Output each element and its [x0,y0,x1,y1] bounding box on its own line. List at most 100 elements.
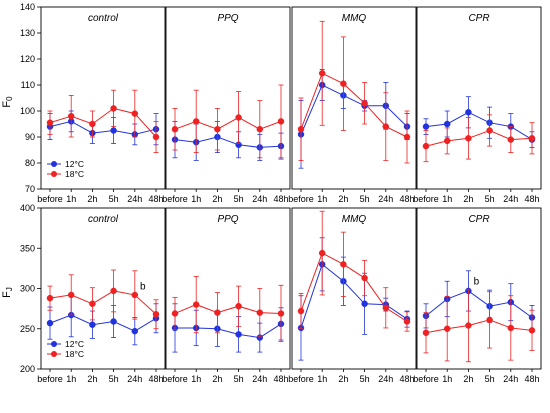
y-axis-label-main: F [1,291,13,298]
x-tick-label: before [162,374,188,384]
x-tick-label: 5h [485,374,495,384]
data-point [131,327,139,335]
data-point [67,112,75,120]
x-tick-label: 1h [442,194,452,204]
y-tick-label: 200 [20,364,35,374]
annotation-label: b [140,281,146,292]
data-point [403,133,411,141]
panel-title: MMQ [342,13,367,24]
panel-frame [165,207,291,370]
data-point [277,310,285,317]
y-tick-label: 110 [21,80,35,90]
data-point [131,110,139,117]
data-point [192,118,200,125]
series-line-red [300,252,408,322]
data-point [297,125,305,133]
panel-frame [40,6,166,190]
panel-frame [40,207,166,370]
x-tick-label: 48h [148,374,163,384]
x-tick-label: before [37,194,63,204]
data-point [89,321,96,328]
data-point [297,307,305,315]
x-tick-label: 1h [66,194,76,204]
y-tick-label: 120 [20,54,35,64]
panel-title: control [88,214,119,225]
data-point [46,119,54,126]
series-line-blue [175,323,282,339]
x-tick-label: 2h [463,374,473,384]
series-line-blue [300,263,408,329]
y-axis-label-main: F [1,101,13,108]
legend-marker [51,341,57,347]
x-tick-label: 48h [524,374,539,384]
x-tick-label: 48h [148,194,163,204]
series-line-blue [425,111,533,141]
x-tick-label: 48h [399,194,414,204]
x-tick-label: 2h [212,194,222,204]
panel-title: PPQ [217,214,238,225]
x-tick-label: 5h [360,374,370,384]
data-point [382,304,390,312]
x-tick-label: before [413,374,439,384]
data-point [152,133,160,141]
x-tick-label: 1h [317,194,327,204]
data-point [528,327,536,334]
panel-title: MMQ [342,214,367,225]
x-tick-label: 1h [66,374,76,384]
data-point [110,318,117,325]
x-tick-label: 1h [317,374,327,384]
data-point [422,329,430,337]
x-tick-label: before [288,194,314,204]
legend-marker [51,171,57,177]
y-tick-label: 400 [20,203,35,213]
data-point [171,310,179,317]
data-point [318,249,326,257]
data-point [361,274,368,282]
y-axis-label-1: FJ [1,287,14,298]
data-point [422,123,430,130]
series-line-blue [49,120,157,135]
x-tick-label: 5h [485,194,495,204]
data-point [403,318,411,325]
data-point [171,125,179,133]
data-point [443,120,451,128]
data-point [235,302,242,310]
x-tick-label: 24h [503,194,518,204]
data-point [507,136,515,143]
y-axis-label-sub: 0 [5,96,14,101]
series-line-red [300,72,408,138]
data-point [256,125,264,133]
data-point [235,114,242,121]
x-tick-label: 2h [463,194,473,204]
y-tick-label: 90 [25,132,35,142]
panel-title: control [88,13,119,24]
y-tick-label: 300 [20,284,35,294]
series-line-red [425,129,533,147]
series-line-red [49,107,157,138]
legend-label: 12°C [65,339,84,349]
data-point [67,291,75,299]
y-axis-label-sub: J [5,287,14,291]
legend-label: 18°C [65,169,84,179]
x-tick-label: 24h [378,194,393,204]
x-tick-label: 1h [191,374,201,384]
x-tick-label: 24h [378,374,393,384]
data-point [422,142,430,150]
panel-frame [291,207,417,370]
series-line-red [49,290,157,315]
x-tick-label: 2h [338,194,348,204]
data-point [486,316,493,324]
legend-label: 12°C [65,159,84,169]
data-point [443,325,451,332]
x-tick-label: before [413,194,439,204]
x-tick-label: before [288,374,314,384]
data-point [89,300,96,308]
y-tick-label: 350 [20,243,35,253]
data-point [256,309,264,316]
legend-marker [51,351,57,357]
data-point [340,261,347,268]
x-tick-label: 24h [503,374,518,384]
x-tick-label: 24h [252,374,267,384]
data-point [465,322,472,329]
y-tick-label: 70 [25,184,35,194]
